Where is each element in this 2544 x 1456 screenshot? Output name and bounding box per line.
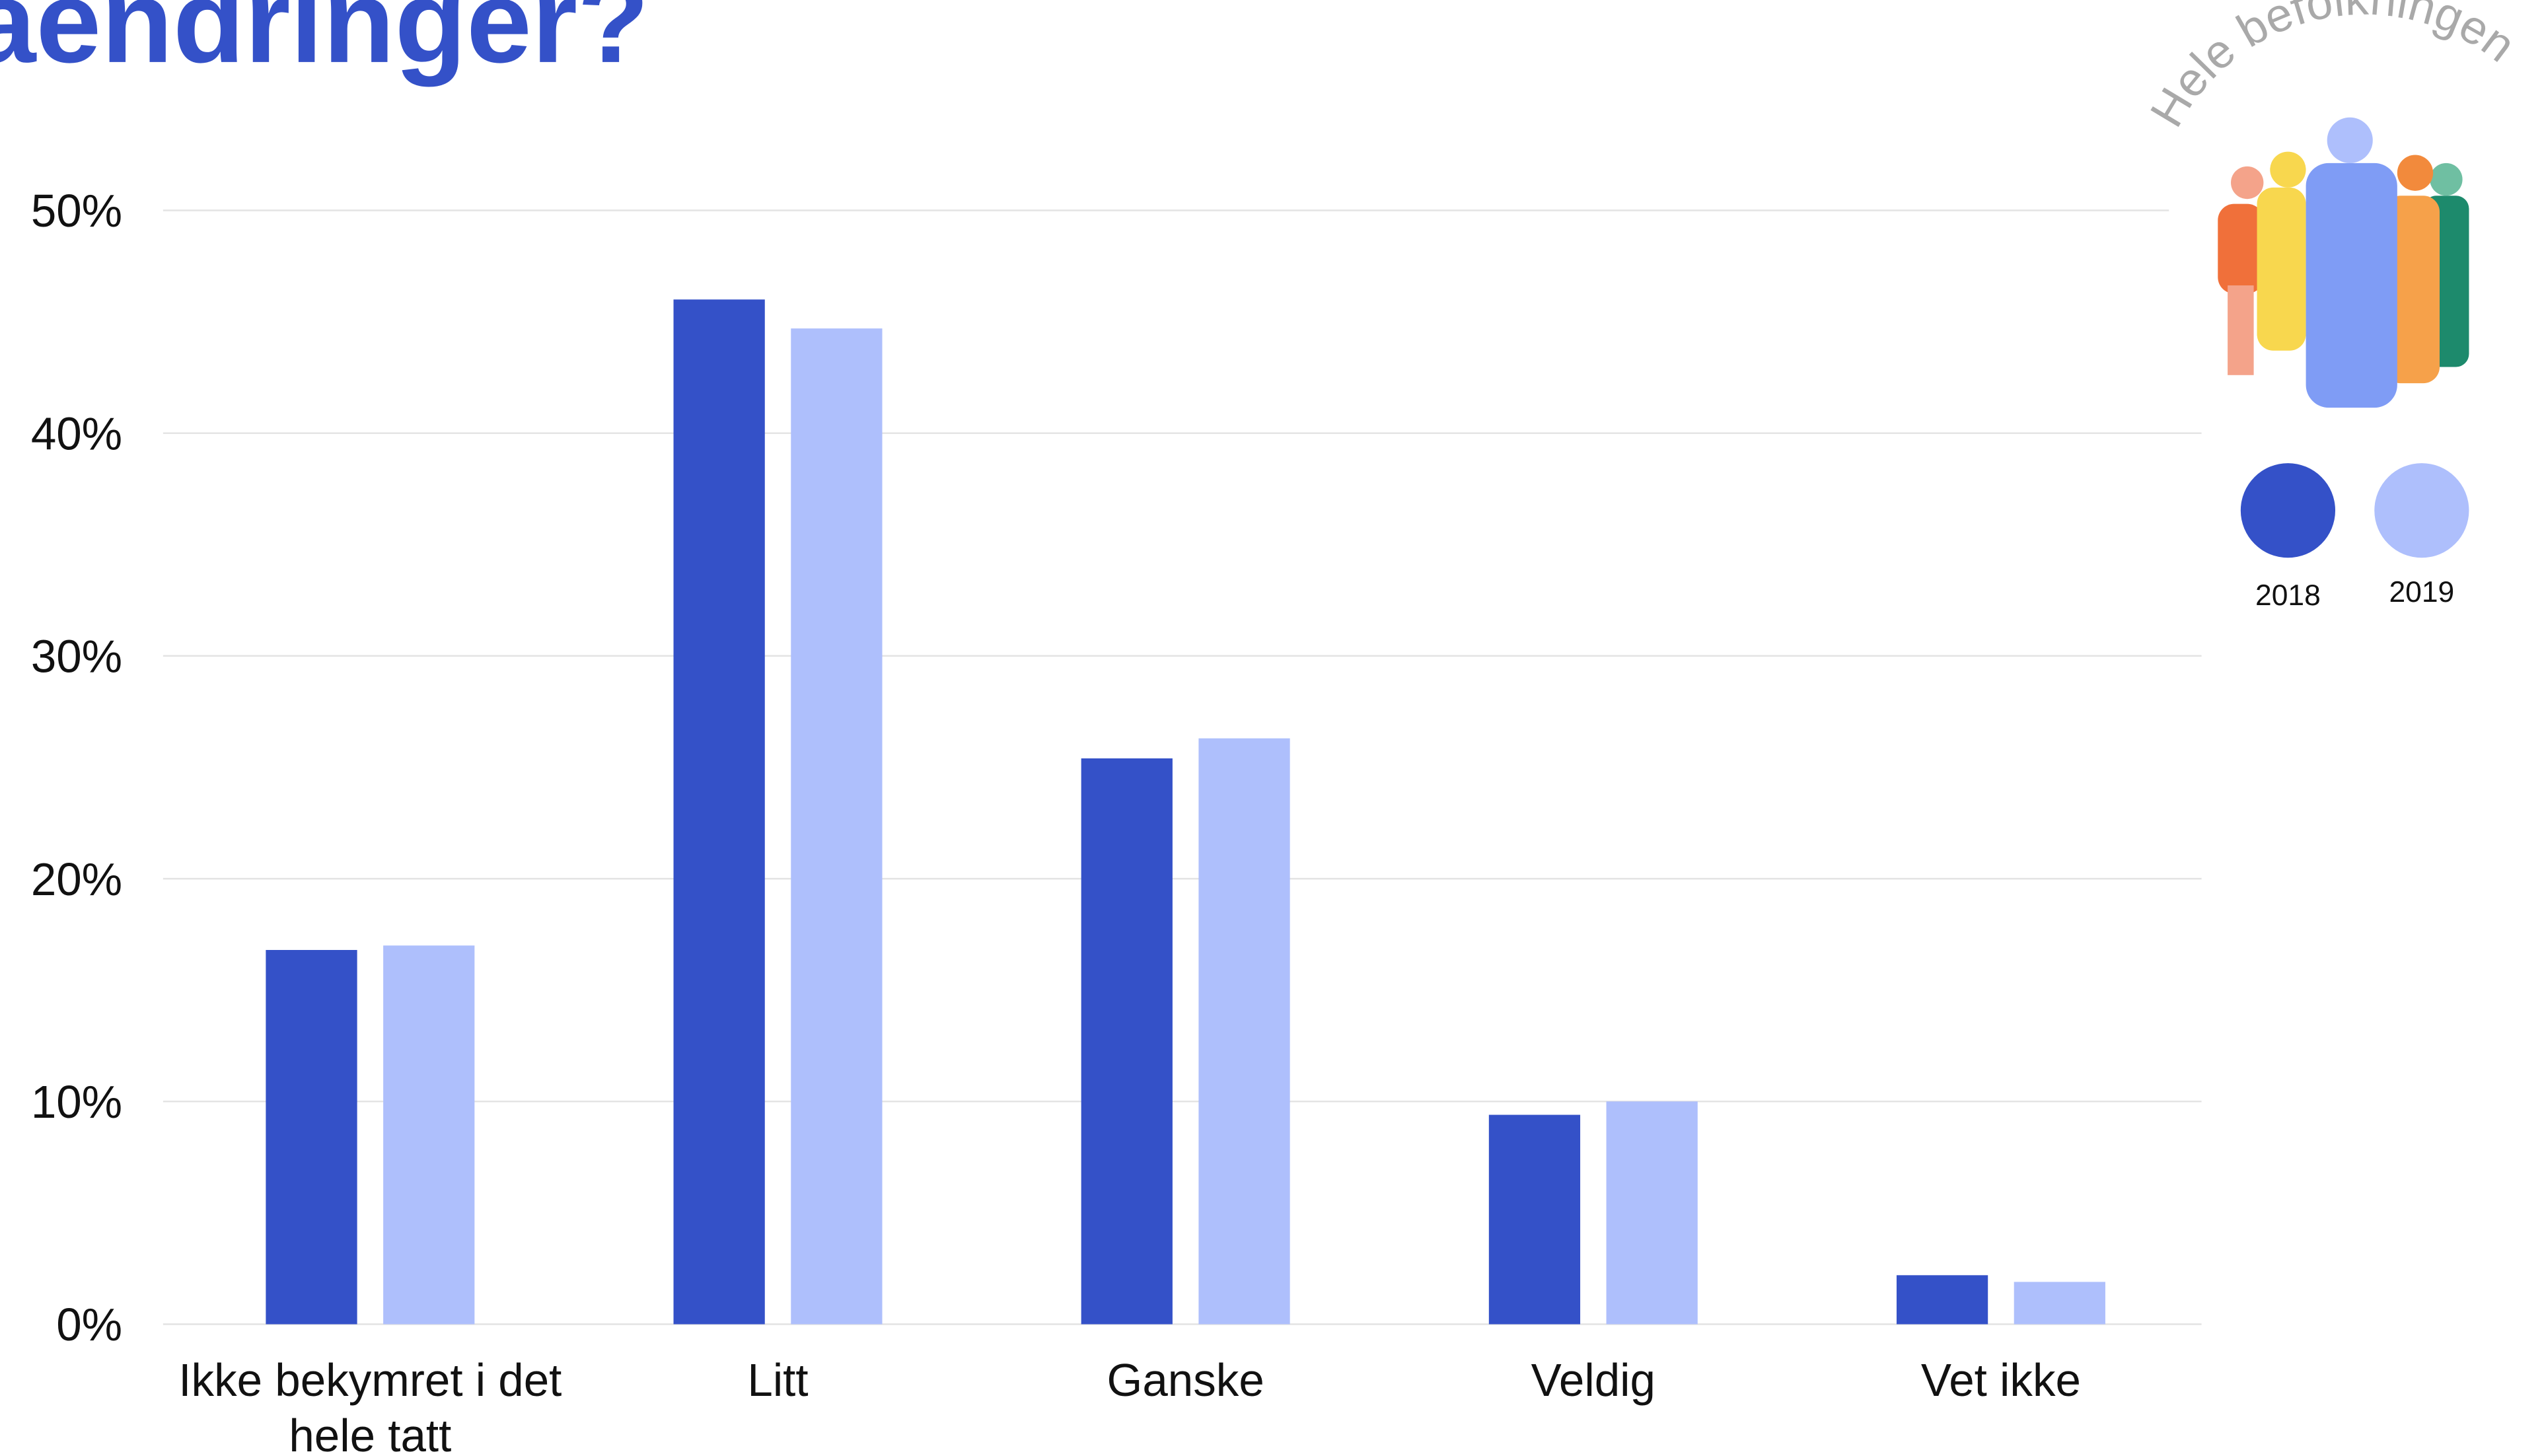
person (2228, 285, 2253, 375)
illustration (2218, 118, 2469, 408)
x-tick-label-box: Vet ikke (1797, 1354, 2204, 1456)
bar (383, 945, 474, 1324)
bar (674, 299, 765, 1324)
y-tick-label: 20% (31, 854, 122, 905)
legend-label: 2018 (2255, 579, 2321, 612)
person (2231, 166, 2263, 199)
legend-swatch (2374, 463, 2469, 558)
bar (1198, 739, 1290, 1325)
legend-swatch (2241, 463, 2335, 558)
bar (1489, 1115, 1580, 1325)
chart: aendringer? Hele befolkningen 0% 10% 20% 30… (0, 0, 2544, 1456)
bar (1081, 758, 1173, 1325)
legend-label: 2019 (2389, 576, 2454, 608)
x-tick-label: Veldig (1389, 1354, 1797, 1409)
x-tick-label-box: Ikke bekymret i det hele tatt (166, 1354, 574, 1456)
x-tick-label: Ganske (982, 1354, 1389, 1409)
y-tick-label: 40% (31, 408, 122, 459)
x-tick-label-box: Ganske (982, 1354, 1389, 1456)
y-tick-label: 0% (56, 1299, 122, 1350)
x-tick-label-box: Veldig (1389, 1354, 1797, 1456)
person (2397, 155, 2433, 191)
person (2430, 163, 2462, 196)
y-tick-label: 10% (31, 1076, 122, 1128)
x-tick-label-box: Litt (574, 1354, 982, 1456)
subtitle: Hele befolkningen (2140, 0, 2525, 135)
x-tick-label: Vet ikke (1797, 1354, 2204, 1409)
chart-title: aendringer? (0, 0, 649, 87)
bar (1607, 1101, 1698, 1324)
person (2306, 163, 2397, 408)
person (2257, 188, 2306, 351)
bar (2014, 1282, 2105, 1324)
bar (791, 328, 882, 1324)
y-tick-label: 50% (31, 185, 122, 237)
bar (266, 950, 357, 1325)
x-tick-label: Ikke bekymret i det hele tatt (166, 1354, 574, 1456)
person (2270, 152, 2306, 188)
bar (1897, 1275, 1988, 1324)
page: aendringer? Hele befolkningen 0% 10% 20% 30… (0, 0, 2544, 1456)
person (2218, 204, 2263, 294)
subtitle-path: Hele befolkningen (2140, 0, 2525, 135)
person (2327, 118, 2373, 163)
y-tick-label: 30% (31, 631, 122, 682)
x-tick-label: Litt (574, 1354, 982, 1409)
